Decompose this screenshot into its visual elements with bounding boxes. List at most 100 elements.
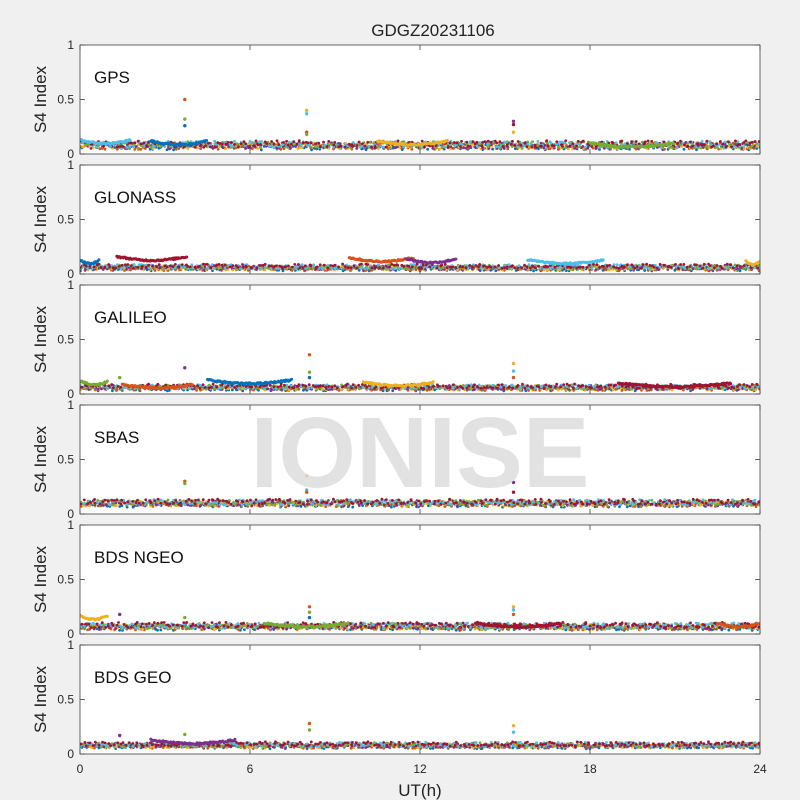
data-point: [298, 266, 302, 269]
data-point: [213, 145, 217, 149]
data-point: [495, 141, 499, 145]
data-point: [402, 264, 406, 268]
panel-label: GLONASS: [94, 188, 176, 207]
data-point: [478, 263, 482, 266]
data-point: [172, 148, 176, 152]
data-point: [738, 269, 742, 273]
data-point: [297, 263, 300, 266]
data-point: [630, 140, 633, 144]
data-point: [357, 387, 361, 391]
data-point: [302, 386, 305, 389]
data-point: [452, 147, 456, 150]
data-point: [558, 140, 562, 144]
data-point: [306, 141, 310, 145]
data-point: [145, 263, 148, 267]
data-point: [513, 144, 517, 147]
data-point: [757, 269, 760, 272]
data-point: [227, 387, 230, 391]
data-point: [147, 266, 151, 270]
data-point: [598, 265, 601, 269]
data-point: [142, 141, 146, 145]
data-point: [503, 266, 506, 270]
data-point: [426, 147, 429, 151]
data-point: [388, 146, 392, 150]
data-point: [691, 144, 694, 148]
data-point: [635, 265, 639, 268]
data-point: [366, 263, 370, 266]
data-point: [420, 145, 424, 149]
data-point: [285, 139, 288, 143]
data-point: [472, 388, 476, 391]
data-point: [645, 262, 648, 266]
data-point: [674, 265, 678, 269]
data-point: [100, 387, 103, 391]
data-point: [183, 124, 187, 128]
data-point: [351, 141, 355, 144]
data-point: [595, 263, 599, 266]
data-point: [372, 264, 376, 267]
data-point: [396, 139, 400, 143]
panel-background: [80, 165, 760, 274]
data-point: [294, 145, 297, 148]
data-point: [303, 264, 307, 268]
data-point: [352, 264, 356, 268]
data-point: [550, 388, 554, 392]
data-point: [407, 267, 411, 271]
data-point: [233, 143, 236, 146]
data-point: [428, 265, 432, 269]
data-point: [355, 144, 359, 147]
data-point: [209, 266, 213, 270]
data-point: [640, 140, 644, 144]
data-point: [301, 266, 305, 269]
data-point: [99, 266, 103, 269]
data-point: [309, 141, 313, 145]
data-point: [153, 269, 157, 272]
data-point: [115, 388, 119, 392]
data-point: [412, 263, 416, 266]
data-point: [250, 140, 254, 144]
data-point: [282, 141, 286, 144]
data-point: [280, 265, 284, 269]
data-point: [133, 148, 137, 151]
data-point: [746, 143, 749, 147]
data-point: [481, 140, 485, 144]
data-point: [448, 141, 452, 145]
data-point: [691, 267, 695, 270]
data-point: [564, 146, 567, 149]
data-point: [493, 139, 497, 143]
data-point: [516, 387, 519, 391]
data-point: [753, 140, 757, 144]
data-point: [520, 146, 524, 150]
data-point: [144, 265, 148, 269]
data-point: [316, 145, 320, 149]
data-point: [729, 263, 732, 267]
data-point: [739, 387, 742, 391]
data-point: [359, 267, 363, 270]
data-point: [256, 143, 260, 147]
data-point: [602, 265, 605, 268]
data-point: [641, 263, 645, 266]
data-point: [228, 265, 232, 269]
data-point: [682, 263, 686, 266]
data-point: [556, 266, 560, 270]
data-point: [223, 263, 227, 267]
data-point: [253, 144, 256, 148]
data-point: [340, 388, 343, 392]
data-point: [333, 266, 337, 270]
data-point: [459, 145, 462, 148]
data-point: [464, 266, 468, 269]
data-point: [689, 140, 692, 144]
data-point: [173, 266, 177, 269]
data-point: [534, 266, 537, 270]
data-point: [199, 143, 203, 147]
data-point: [701, 266, 704, 270]
data-point: [424, 263, 428, 267]
panel-label: GPS: [94, 68, 130, 87]
data-point: [177, 265, 181, 268]
data-point: [632, 141, 636, 145]
data-point: [662, 263, 666, 267]
data-point: [318, 263, 322, 267]
data-point: [530, 145, 534, 149]
data-point: [139, 142, 143, 146]
data-point: [265, 142, 268, 145]
